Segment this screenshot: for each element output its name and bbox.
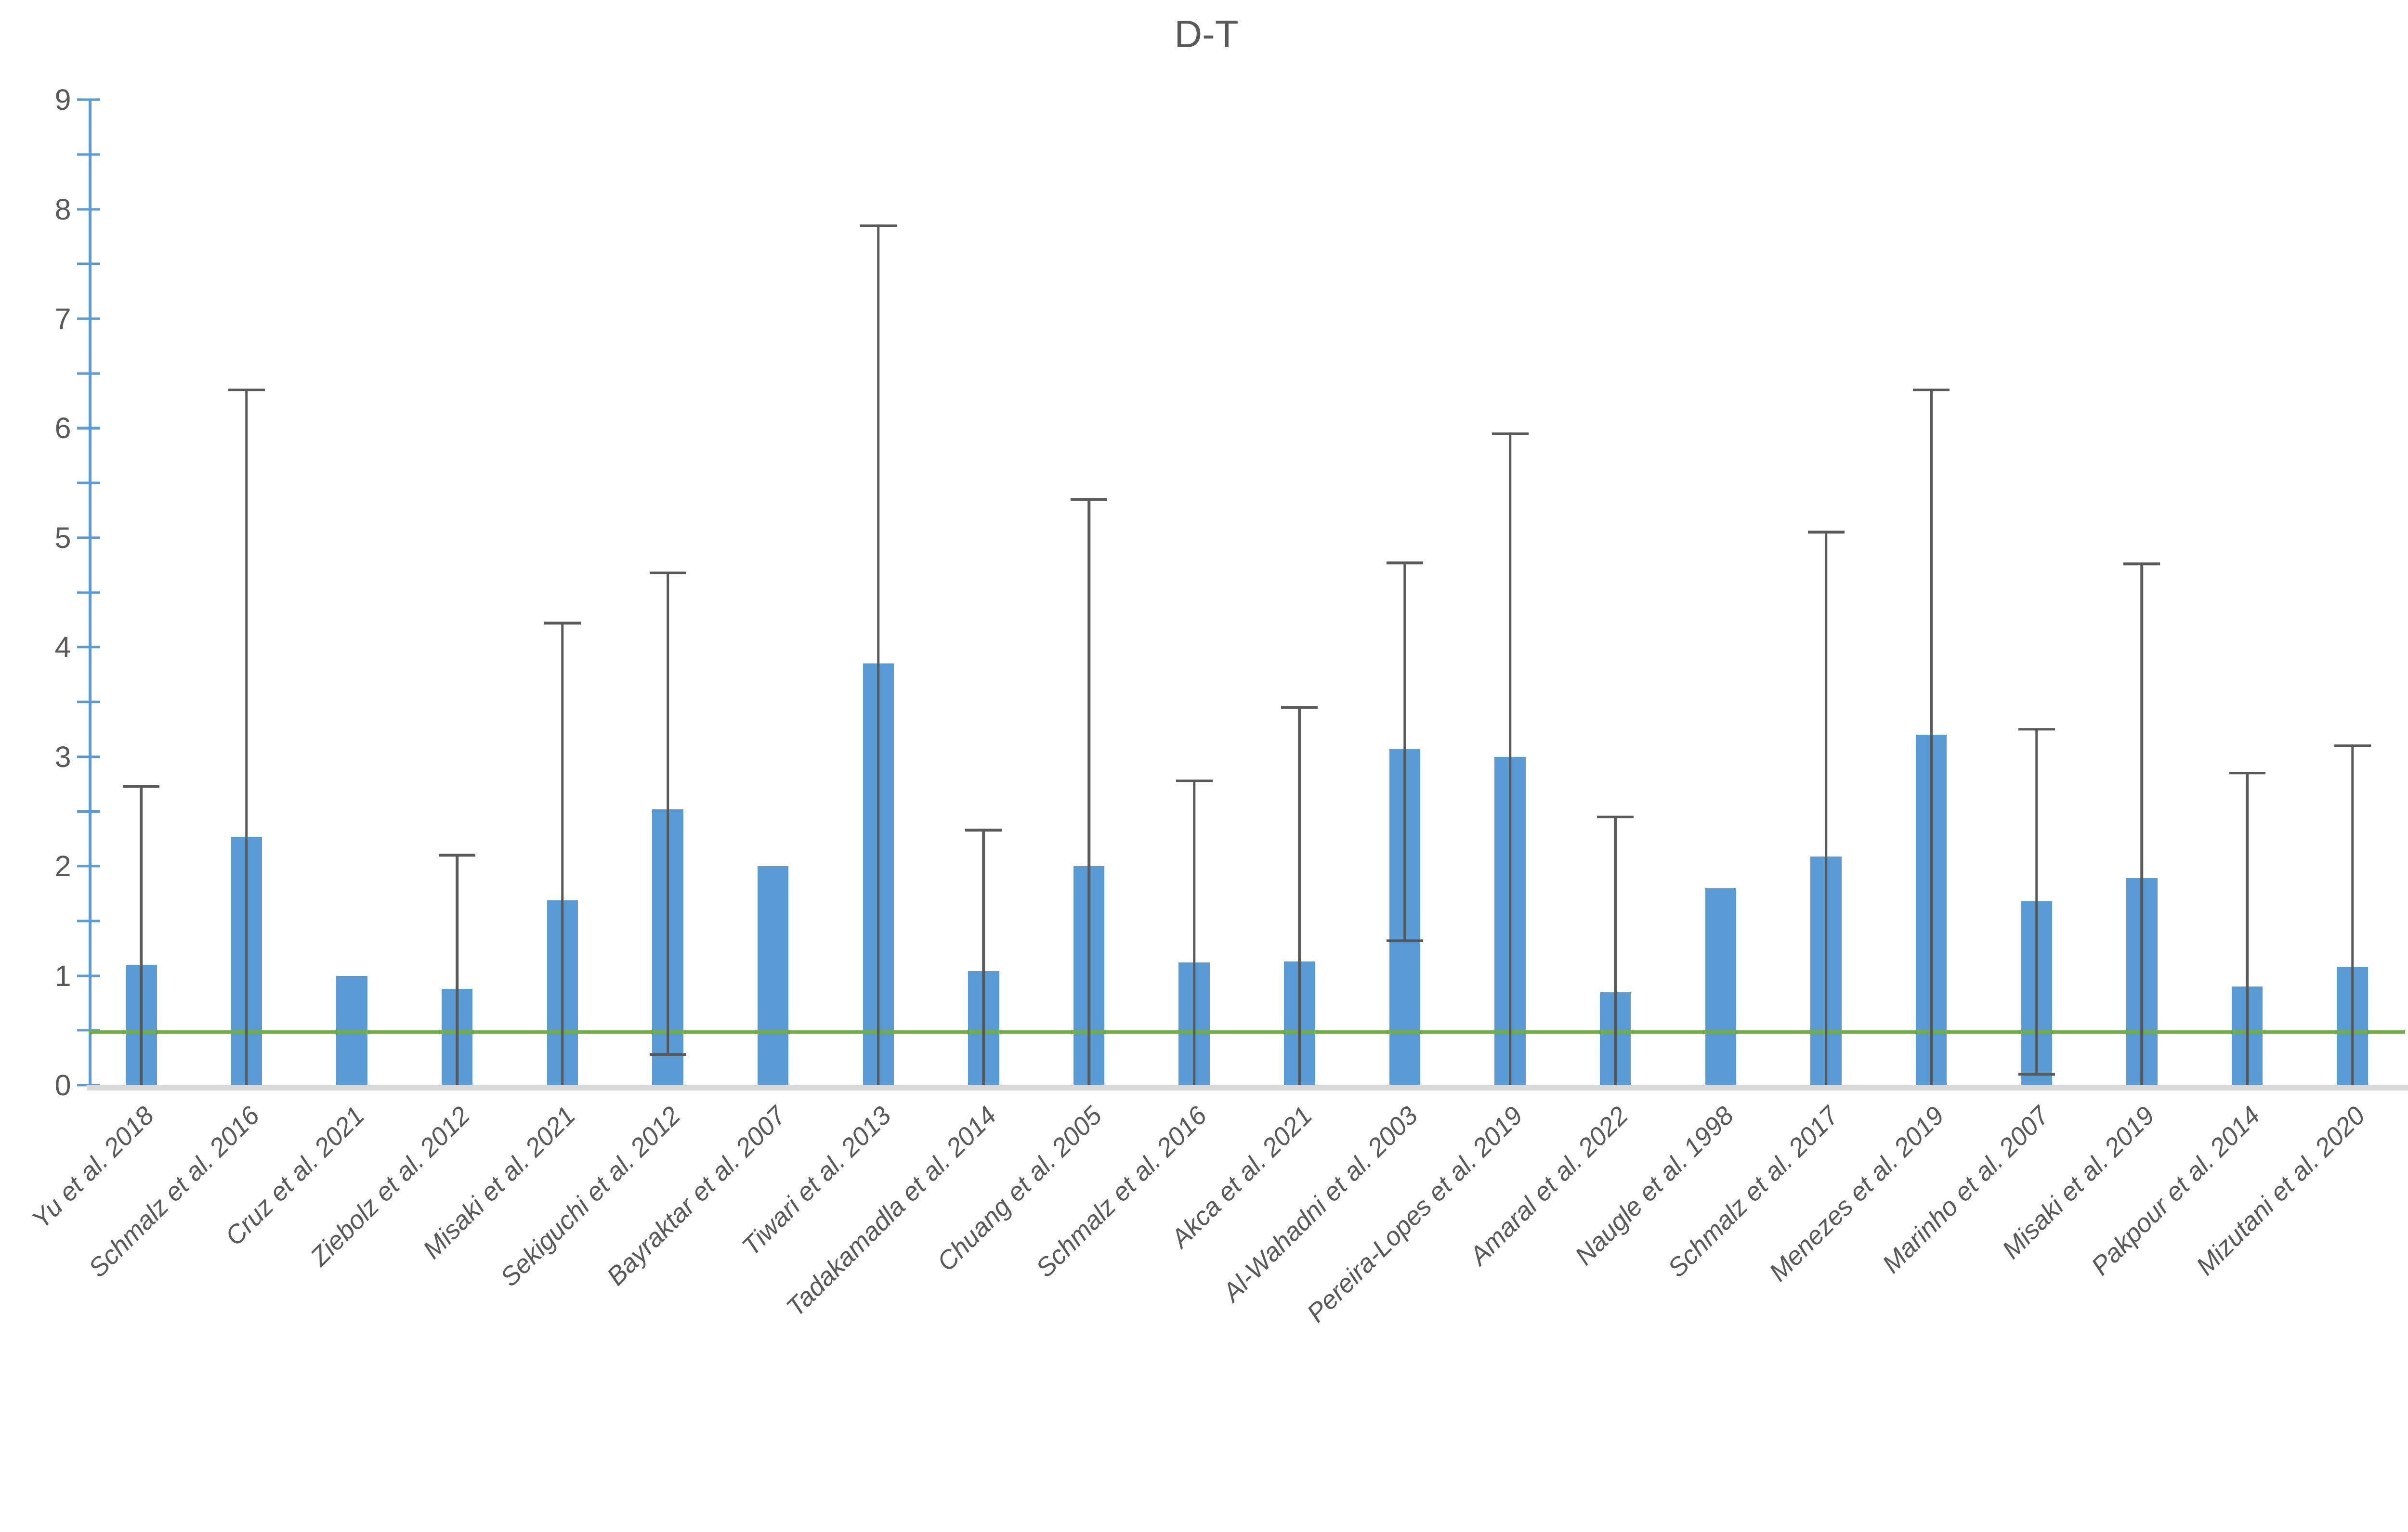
y-axis-tick	[77, 865, 100, 868]
error-bar-top-cap	[2229, 772, 2266, 775]
y-axis-tick-label: 9	[54, 83, 71, 117]
x-axis-label: Al-Wahadni et al. 2003	[1217, 1101, 1424, 1308]
error-bar-bottom-cap	[649, 1053, 686, 1056]
error-bar-line	[456, 855, 458, 1085]
error-bar-top-cap	[2123, 562, 2160, 566]
y-axis-tick-label: 3	[54, 740, 71, 773]
error-bar-line	[877, 225, 880, 1085]
y-axis-tick	[77, 262, 100, 265]
error-bar-top-cap	[123, 785, 160, 788]
y-axis-tick-label: 6	[54, 412, 71, 445]
error-bar-top-cap	[1492, 432, 1529, 435]
error-bar-line	[1298, 707, 1301, 1085]
error-bar-line	[1508, 433, 1512, 1085]
y-axis-tick	[77, 317, 100, 320]
x-axis-label: Schmalz et al. 2016	[83, 1101, 265, 1283]
y-axis-tick-label: 2	[54, 850, 71, 883]
x-axis-label: Sekiguchi et al. 2012	[495, 1101, 686, 1292]
x-axis-label: Pereira-Lopes et al. 2019	[1301, 1101, 1529, 1328]
x-axis-label: Bayraktar et al. 2007	[601, 1101, 792, 1291]
error-bar-line	[1403, 563, 1406, 941]
y-axis-tick	[77, 427, 100, 429]
error-bar-line	[1614, 817, 1617, 1085]
error-bar-line	[1192, 780, 1196, 1085]
chart-title: D-T	[1174, 13, 1239, 56]
error-bar-top-cap	[228, 389, 265, 391]
error-bar-line	[140, 786, 143, 1085]
y-axis-tick-label: 4	[54, 631, 71, 664]
y-axis-tick	[77, 481, 100, 484]
error-bar-top-cap	[1807, 531, 1845, 534]
y-axis-tick	[77, 98, 100, 101]
error-bar-top-cap	[1386, 561, 1423, 564]
error-bar-top-cap	[649, 571, 686, 574]
y-axis-tick-label: 8	[54, 193, 71, 226]
error-bar-bottom-cap	[2018, 1073, 2055, 1076]
y-axis-tick	[77, 755, 100, 758]
error-bar-line	[2351, 745, 2354, 1085]
y-axis-tick	[77, 591, 100, 594]
x-axis-label: Menezes et al. 2019	[1763, 1101, 1950, 1287]
y-axis-tick	[77, 536, 100, 539]
y-axis-tick-label: 5	[54, 521, 71, 554]
y-axis-tick	[77, 920, 100, 922]
error-bar-line	[1930, 389, 1933, 1085]
y-axis-tick	[77, 208, 100, 211]
error-bar-top-cap	[965, 829, 1002, 831]
error-bar-top-cap	[1913, 389, 1950, 391]
error-bar-bottom-cap	[1386, 939, 1423, 942]
reference-line	[89, 1030, 2405, 1034]
y-axis-tick	[77, 974, 100, 977]
x-axis-label: Schmalz et al. 2017	[1662, 1101, 1845, 1283]
x-axis-label: Tadakamadla et al. 2014	[781, 1101, 1002, 1323]
x-axis-label: Schmalz et al. 2016	[1031, 1101, 1213, 1283]
error-bar-top-cap	[860, 224, 897, 227]
bar	[1705, 888, 1737, 1085]
error-bar-top-cap	[1597, 815, 1634, 818]
y-axis-tick	[77, 372, 100, 375]
y-axis-tick	[77, 646, 100, 649]
error-bar-line	[2140, 564, 2144, 1085]
y-axis-tick	[77, 153, 100, 156]
y-axis-tick-label: 0	[54, 1068, 71, 1102]
x-axis-line	[87, 1085, 2408, 1091]
error-bar-top-cap	[544, 622, 581, 624]
error-bar-line	[245, 389, 248, 1085]
error-bar-line	[2246, 773, 2249, 1085]
y-axis-tick	[77, 810, 100, 813]
error-bar-top-cap	[1281, 706, 1318, 709]
error-bar-top-cap	[439, 854, 476, 857]
error-bar-line	[2035, 729, 2038, 1075]
error-bar-top-cap	[2334, 744, 2371, 747]
error-bar-line	[1824, 532, 1828, 1085]
y-axis-tick-label: 7	[54, 302, 71, 335]
bar	[757, 866, 789, 1085]
error-bar-top-cap	[1071, 498, 1108, 501]
error-bar-line	[1087, 499, 1090, 1085]
error-bar-line	[561, 623, 564, 1085]
error-bar-top-cap	[2018, 728, 2055, 731]
error-bar-top-cap	[1176, 779, 1213, 782]
y-axis-tick-label: 1	[54, 959, 71, 992]
error-bar-line	[666, 572, 669, 1055]
error-bar-line	[982, 830, 985, 1085]
y-axis-tick	[77, 701, 100, 703]
bar	[336, 975, 367, 1085]
